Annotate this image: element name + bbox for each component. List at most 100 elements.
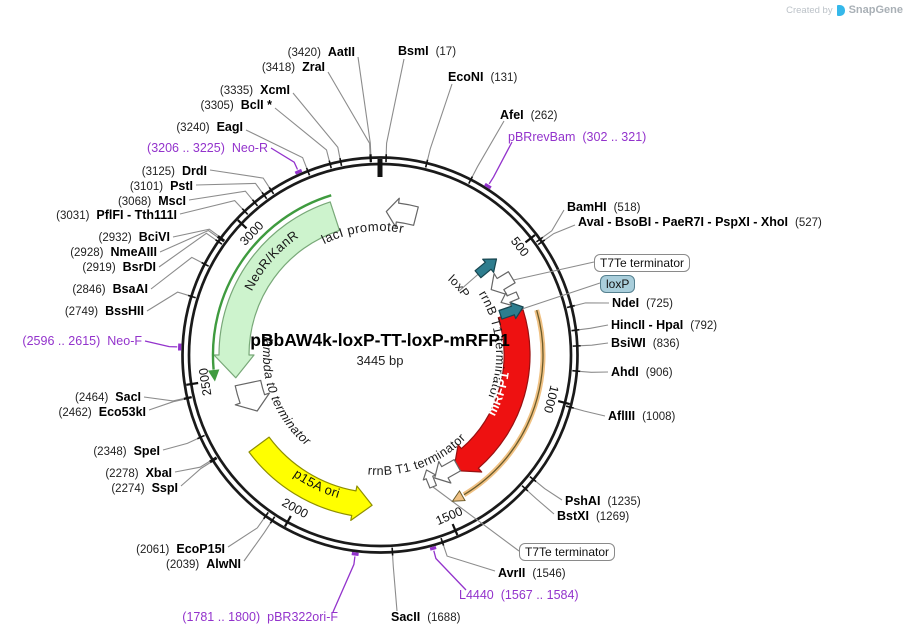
enzyme-tick-3125 [268, 186, 275, 195]
enzyme-site-label: (2278) XbaI [105, 465, 172, 481]
leader-line [427, 83, 453, 160]
enzyme-name: AhdI [611, 365, 639, 379]
leader-line [573, 407, 606, 417]
enzyme-position: (17) [435, 46, 457, 58]
enzyme-position: (131) [490, 72, 518, 84]
enzyme-tick-3335 [339, 157, 343, 167]
enzyme-position: (2278) [105, 468, 139, 480]
enzyme-position: (2348) [93, 446, 127, 458]
primer-arc-pBR322ori-F [351, 551, 359, 556]
enzyme-name: EagI [216, 120, 243, 134]
enzyme-site-label: BstXI (1269) [557, 508, 629, 524]
scale-label-1000: 1000 [541, 384, 562, 414]
enzyme-tick-3240 [305, 167, 311, 176]
leader-line [172, 228, 219, 238]
enzyme-site-label: (2274) SspI [111, 480, 178, 496]
enzyme-name: BsmI [398, 44, 429, 58]
enzyme-tick-518 [535, 236, 544, 243]
leader-line [180, 462, 211, 487]
enzyme-site-label: AfeI (262) [500, 107, 557, 123]
leader-line [580, 342, 609, 347]
enzyme-tick-1269 [521, 485, 529, 492]
enzyme-name: NmeAIII [110, 245, 157, 259]
plasmid-title-block: pBbAW4k-loxP-TT-loxP-mRFP1 3445 bp [250, 330, 510, 368]
enzyme-name: AflIII [608, 409, 636, 423]
enzyme-position: (2846) [72, 284, 106, 296]
enzyme-tick-2919 [214, 238, 223, 245]
scale-tick-2000 [284, 515, 292, 527]
enzyme-site-label: (3420) AatII [288, 44, 355, 60]
enzyme-name: L4440 [459, 588, 494, 602]
enzyme-tick-2932 [217, 235, 226, 242]
snapgene-watermark: Created by SnapGene [786, 4, 903, 16]
primer-label-pBRrevBam: pBRrevBam (302 .. 321) [508, 129, 646, 145]
enzyme-tick-527 [537, 239, 546, 246]
enzyme-site-label: AflIII (1008) [608, 408, 675, 424]
enzyme-tick-1008 [565, 405, 575, 409]
enzyme-position: (1546) [532, 568, 566, 580]
enzyme-site-label: (3031) PflFI - Tth111I [56, 207, 177, 223]
leader-line [227, 518, 265, 548]
enzyme-tick-3031 [241, 208, 249, 216]
enzyme-name: ZraI [302, 60, 325, 74]
rrnb-t1-terminator-arrow-bottom [434, 459, 462, 484]
enzyme-site-label: (2039) AlwNI [166, 556, 241, 572]
leader-line [162, 438, 198, 451]
enzyme-tick-792 [571, 328, 580, 332]
leader-line [527, 490, 555, 515]
enzyme-position: (3206 .. 3225) [147, 141, 225, 155]
enzyme-position: (3240) [176, 122, 210, 134]
enzyme-name: PshAI [565, 494, 601, 508]
enzyme-name: NdeI [612, 296, 640, 310]
enzyme-name: DrdI [182, 164, 207, 178]
enzyme-position: (2061) [136, 544, 170, 556]
enzyme-name: BsrDI [122, 260, 156, 274]
created-by-text: Created by [786, 4, 833, 16]
scale-tick-2500 [186, 381, 199, 386]
t7te-terminator-box-bottom: T7Te terminator [519, 543, 616, 561]
enzyme-tick-3068 [251, 199, 259, 207]
enzyme-position: (1781 .. 1800) [182, 610, 261, 624]
enzyme-position: (1235) [607, 496, 641, 508]
feature-mrfp1 [453, 309, 531, 473]
leader-line [188, 190, 253, 201]
leader-line [385, 58, 405, 155]
primer-label-L4440: L4440 (1567 .. 1584) [459, 587, 579, 603]
scale-tick-1500 [451, 523, 459, 536]
enzyme-site-label: PshAI (1235) [565, 493, 641, 509]
enzyme-site-label: (2061) EcoP15I [136, 541, 225, 557]
enzyme-site-label: (3240) EagI [176, 119, 243, 135]
enzyme-name: Eco53kI [98, 405, 146, 419]
enzyme-tick-2274 [209, 457, 218, 464]
leader-line [150, 256, 202, 290]
leader-line [535, 481, 563, 501]
snapgene-logo-icon [836, 4, 845, 16]
t7te-terminator-arrow-bottom [422, 469, 437, 489]
primer-arc-L4440 [429, 545, 437, 551]
leader-loxp-box [521, 282, 601, 310]
enzyme-site-label: (3125) DrdI [142, 163, 207, 179]
enzyme-site-label: AhdI (906) [611, 364, 673, 380]
enzyme-name: AlwNI [206, 557, 241, 571]
enzyme-site-label: (3335) XcmI [220, 82, 290, 98]
scale-tick-1000 [557, 400, 571, 406]
enzyme-tick-3101 [261, 191, 268, 200]
scale-label-2500: 2500 [196, 367, 214, 397]
enzyme-name: PflFI - Tth111I [96, 208, 177, 222]
leader-t7te-bottom [432, 486, 520, 552]
enzyme-position: (3418) [261, 62, 296, 74]
enzyme-tick-906 [572, 369, 581, 373]
leader-line [148, 398, 185, 411]
enzyme-tick-2846 [201, 261, 210, 267]
enzyme-position: (2596 .. 2615) [22, 334, 101, 348]
enzyme-site-label: (2928) NmeAIII [70, 244, 157, 260]
enzyme-name: SacI [115, 390, 141, 404]
enzyme-position: (2464) [75, 392, 109, 404]
loxp-curved-label-text: loxP [445, 272, 472, 301]
enzyme-tick-2464 [183, 396, 192, 400]
enzyme-name: AvaI - BsoBI - PaeR7I - PspXI - XhoI [578, 215, 788, 229]
enzyme-site-label: (2348) SpeI [93, 443, 160, 459]
enzyme-position: (3335) [219, 85, 254, 97]
enzyme-name: HincII - HpaI [611, 318, 684, 332]
